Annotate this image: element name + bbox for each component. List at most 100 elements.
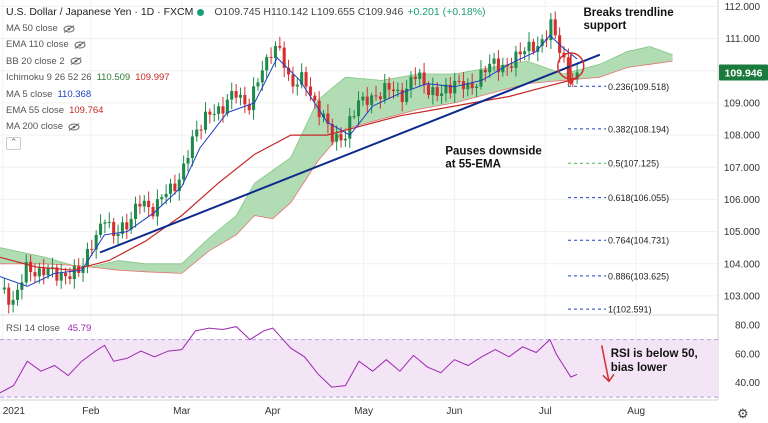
hidden-eye-icon[interactable] bbox=[74, 41, 86, 49]
candle-bullish bbox=[190, 136, 194, 159]
candle-bullish bbox=[195, 129, 199, 137]
time-axis[interactable]: 2021 Feb Mar Apr May Jun Jul Aug bbox=[0, 399, 718, 417]
price-axis[interactable]: 103.000 104.000 105.000 106.000 107.000 108.0… bbox=[717, 0, 768, 423]
candle-bullish bbox=[129, 218, 133, 230]
time-tick-label: Apr bbox=[265, 406, 281, 417]
rsi-tick-label: 60.00 bbox=[735, 349, 760, 360]
rsi-line bbox=[0, 326, 578, 394]
chart-annotation: Pauses downside bbox=[445, 145, 542, 157]
candle-bullish bbox=[212, 113, 216, 115]
candle-bullish bbox=[479, 69, 483, 87]
fibonacci-levels: 0.236(109.518) 0.382(108.194) 0.5(107.125)… bbox=[568, 82, 669, 315]
candle-bullish bbox=[265, 56, 269, 71]
candle-bullish bbox=[164, 193, 168, 198]
candle-bullish bbox=[488, 63, 492, 73]
rsi-legend[interactable]: RSI 14 close 45.79 bbox=[6, 323, 91, 334]
candle-bullish bbox=[225, 99, 229, 114]
candle-bearish bbox=[291, 74, 295, 87]
settings-gear-icon[interactable]: ⚙ bbox=[737, 406, 749, 421]
indicator-row[interactable]: MA 200 close bbox=[6, 119, 486, 135]
candle-bullish bbox=[230, 91, 234, 100]
fib-level-label: 0.764(104.731) bbox=[608, 236, 669, 246]
candle-bearish bbox=[330, 123, 334, 142]
candle-bearish bbox=[234, 91, 238, 98]
candle-bullish bbox=[361, 96, 365, 101]
candle-bearish bbox=[496, 58, 500, 73]
candle-bearish bbox=[400, 89, 404, 102]
candle-bullish bbox=[343, 138, 347, 141]
rsi-arrow bbox=[600, 345, 610, 382]
candle-bullish bbox=[24, 261, 28, 283]
candle-bullish bbox=[466, 82, 470, 90]
candle-bullish bbox=[409, 76, 413, 89]
current-price-label: 109.946 bbox=[725, 67, 763, 79]
fib-level-label: 0.236(109.518) bbox=[608, 82, 669, 92]
candle-bearish bbox=[269, 56, 273, 58]
price-tick-label: 107.000 bbox=[724, 163, 761, 174]
candle-bullish bbox=[37, 268, 41, 277]
indicator-row[interactable]: MA 50 close bbox=[6, 20, 486, 36]
indicator-row[interactable]: EMA 110 close bbox=[6, 37, 486, 53]
candle-bullish bbox=[348, 116, 352, 139]
candle-bullish bbox=[396, 89, 400, 92]
candle-bearish bbox=[77, 265, 81, 273]
rsi-annotation: RSI is below 50, bbox=[611, 348, 698, 360]
candle-bullish bbox=[383, 83, 387, 100]
indicator-label: Ichimoku 9 26 52 26 bbox=[6, 72, 92, 84]
candle-bullish bbox=[527, 41, 531, 52]
candle-bearish bbox=[304, 72, 308, 87]
candle-bullish bbox=[116, 233, 120, 237]
candle-bullish bbox=[431, 87, 435, 95]
candle-bearish bbox=[278, 45, 282, 48]
indicator-row[interactable]: Ichimoku 9 26 52 26 110.509 109.997 bbox=[6, 70, 486, 86]
candle-bearish bbox=[387, 83, 391, 90]
candle-bearish bbox=[317, 100, 321, 118]
symbol-title-row[interactable]: U.S. Dollar / Japanese Yen · 1D · FXCM O… bbox=[6, 4, 486, 20]
candle-bullish bbox=[81, 266, 85, 273]
candle-bullish bbox=[549, 19, 553, 41]
candle-bullish bbox=[444, 84, 448, 94]
hidden-eye-icon[interactable] bbox=[63, 24, 75, 33]
candle-bullish bbox=[418, 72, 422, 79]
rsi-pane: 40.00 60.00 80.00 RSI is below 50, bias lowe… bbox=[0, 314, 760, 398]
fib-level-label: 0.618(106.055) bbox=[608, 193, 669, 203]
indicator-label: MA 200 close bbox=[6, 121, 64, 133]
time-tick-label: Feb bbox=[82, 406, 100, 417]
candle-bullish bbox=[11, 299, 15, 305]
candle-bullish bbox=[99, 223, 103, 235]
candle-bearish bbox=[42, 268, 46, 276]
rsi-arrow-head bbox=[602, 373, 615, 383]
candle-bullish bbox=[94, 234, 98, 250]
candle-bearish bbox=[326, 113, 330, 124]
price-tick-label: 103.000 bbox=[724, 291, 761, 302]
candle-bearish bbox=[426, 84, 431, 95]
indicator-row[interactable]: BB 20 close 2 bbox=[6, 53, 486, 69]
symbol-title[interactable]: U.S. Dollar / Japanese Yen · 1D · FXCM bbox=[6, 6, 194, 19]
cloud-bullish-region bbox=[0, 47, 673, 274]
candle-bearish bbox=[55, 267, 59, 281]
collapse-legend-button[interactable]: ⌃ bbox=[6, 136, 21, 150]
indicator-value: 109.997 bbox=[135, 72, 170, 84]
time-tick-label: Mar bbox=[173, 406, 191, 417]
hidden-eye-icon[interactable] bbox=[70, 57, 82, 66]
candle-bearish bbox=[510, 66, 514, 68]
indicator-row[interactable]: MA 5 close 110.368 bbox=[6, 86, 486, 102]
rsi-value: 45.79 bbox=[67, 323, 92, 334]
rsi-annotation: bias lower bbox=[611, 362, 668, 374]
indicator-row[interactable]: EMA 55 close 109.764 bbox=[6, 102, 486, 118]
candle-bullish bbox=[85, 248, 89, 267]
candle-bearish bbox=[147, 200, 151, 208]
hidden-eye-icon[interactable] bbox=[68, 123, 80, 131]
candle-bullish bbox=[160, 197, 164, 200]
price-tick-label: 106.000 bbox=[724, 195, 761, 206]
candle-bearish bbox=[374, 95, 378, 97]
indicator-label: EMA 55 close bbox=[6, 105, 65, 117]
fib-level-label: 0.886(103.625) bbox=[608, 271, 669, 281]
indicator-label: MA 50 close bbox=[6, 23, 58, 35]
candle-bearish bbox=[221, 106, 225, 114]
candle-bearish bbox=[208, 111, 212, 115]
candle-bullish bbox=[2, 287, 6, 290]
candle-bullish bbox=[356, 100, 361, 117]
